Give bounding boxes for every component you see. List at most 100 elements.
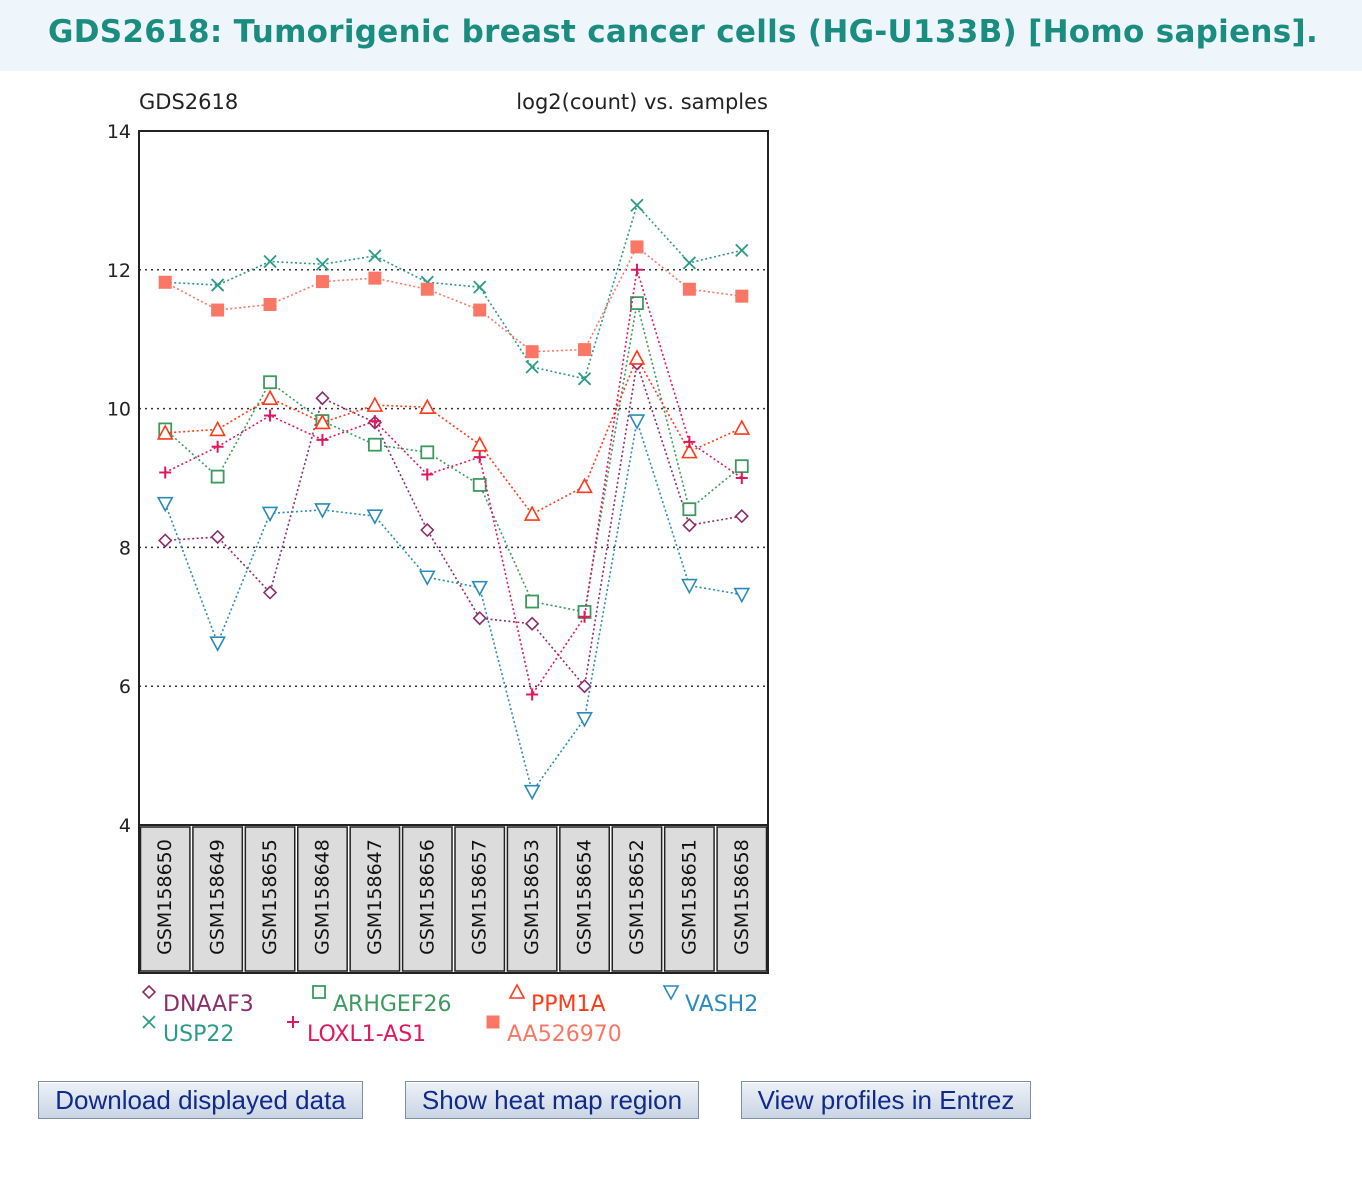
y-tick-label: 10	[107, 399, 131, 421]
sample-label: GSM158653	[521, 839, 543, 955]
data-point	[682, 502, 697, 517]
data-point	[472, 478, 487, 492]
data-point	[418, 570, 436, 586]
legend-label: PPM1A	[531, 992, 606, 1017]
legend-item: USP22	[142, 1015, 234, 1047]
sample-label: GSM158651	[678, 839, 700, 955]
sample-label: GSM158658	[731, 839, 753, 955]
sample-label-box	[559, 826, 610, 972]
data-point	[473, 303, 487, 317]
series-group	[156, 198, 751, 801]
data-point	[735, 289, 749, 303]
data-point	[366, 509, 384, 525]
data-point	[735, 243, 749, 258]
data-point	[681, 578, 698, 595]
data-point	[261, 506, 279, 523]
series-loxl1-as1	[159, 263, 748, 701]
series-line	[164, 245, 742, 353]
series-line	[165, 363, 742, 689]
show-heat-map-button[interactable]: Show heat map region	[405, 1081, 699, 1119]
sample-label-box	[506, 826, 558, 972]
series-ppm1a	[156, 349, 751, 521]
legend: DNAAF3 ARHGEF26 PPM1A VASH2 USP22 LOXL1-AS1 AA…	[141, 983, 758, 1047]
legend-item: VASH2	[662, 985, 758, 1017]
sample-label-box	[297, 826, 348, 972]
data-point	[418, 398, 436, 415]
data-point	[366, 396, 384, 412]
sample-label: GSM158649	[207, 839, 229, 955]
y-tick-label: 14	[107, 121, 131, 143]
sample-label-box	[611, 826, 663, 972]
data-point	[734, 509, 749, 524]
data-point	[628, 414, 646, 430]
plot-frame	[138, 130, 769, 826]
sample-label: GSM158647	[364, 839, 386, 955]
data-point	[577, 372, 592, 386]
data-point	[420, 522, 435, 538]
legend-label: LOXL1-AS1	[307, 1022, 426, 1047]
data-point	[682, 518, 697, 533]
sample-label-box	[139, 826, 191, 972]
data-point	[471, 580, 489, 597]
data-point	[316, 433, 329, 446]
data-point	[576, 712, 593, 728]
sample-label-box	[663, 826, 715, 972]
data-point	[630, 296, 644, 311]
data-point	[630, 263, 643, 276]
data-point	[158, 533, 173, 548]
page-header: GDS2618: Tumorigenic breast cancer cells…	[0, 0, 1362, 71]
sample-label: GSM158654	[574, 839, 596, 955]
data-point	[420, 445, 435, 460]
data-point	[210, 278, 225, 292]
sample-label: GSM158650	[154, 839, 176, 955]
data-point	[263, 375, 277, 390]
series-line	[164, 302, 743, 613]
page-title: GDS2618: Tumorigenic breast cancer cells…	[48, 14, 1319, 50]
profile-chart: GDS2618 log2(count) vs. samples 4 6 8 10 12 1…	[107, 90, 769, 1047]
legend-marker	[508, 983, 526, 999]
data-point	[315, 391, 330, 406]
y-tick-label: 12	[107, 260, 131, 282]
legend-marker	[312, 985, 326, 999]
download-data-button[interactable]: Download displayed data	[38, 1081, 363, 1119]
data-point	[524, 616, 540, 631]
data-point	[472, 611, 487, 626]
series-line	[164, 420, 742, 794]
series-line	[164, 269, 743, 697]
data-point	[210, 529, 225, 545]
data-point	[683, 435, 696, 448]
data-point	[525, 360, 539, 374]
data-point	[368, 249, 382, 263]
legend-item: AA526970	[486, 1015, 622, 1047]
data-point	[734, 459, 749, 474]
chart-subtitle: log2(count) vs. samples	[516, 90, 768, 114]
legend-item: ARHGEF26	[312, 985, 451, 1017]
series-line	[165, 356, 743, 516]
data-point	[211, 303, 225, 317]
sample-label: GSM158655	[259, 839, 281, 955]
series-aa526970	[158, 240, 749, 359]
series-usp22	[158, 198, 749, 386]
view-profiles-entrez-button[interactable]: View profiles in Entrez	[741, 1081, 1031, 1119]
sample-label-box	[192, 826, 244, 972]
data-point	[525, 594, 540, 609]
series-arhgef26	[158, 296, 749, 619]
data-point	[630, 240, 644, 254]
sample-label-box	[716, 826, 768, 972]
data-point	[681, 442, 698, 459]
sample-label: GSM158652	[626, 839, 648, 955]
legend-label: USP22	[163, 1022, 234, 1047]
data-point	[421, 468, 434, 481]
data-point	[211, 440, 224, 453]
data-point	[733, 587, 751, 604]
data-point	[578, 610, 591, 623]
data-point	[526, 688, 539, 701]
sample-label-box	[454, 826, 506, 972]
data-point	[630, 198, 644, 212]
data-point	[209, 420, 226, 437]
y-tick-label: 4	[119, 815, 131, 837]
legend-marker	[141, 984, 157, 1000]
grid-lines	[139, 269, 768, 687]
data-point	[523, 784, 541, 801]
y-tick-label: 8	[119, 537, 131, 559]
